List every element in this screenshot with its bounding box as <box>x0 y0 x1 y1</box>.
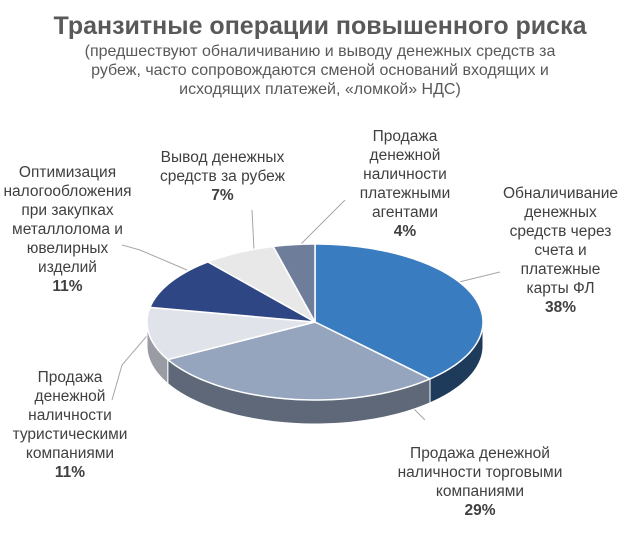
pie-slice-5 <box>272 243 316 323</box>
pie-slice-3 <box>148 261 316 323</box>
slice-label-5: Продажа денежной наличности платежными а… <box>350 127 460 241</box>
slice-label-pct: 11% <box>54 464 86 481</box>
leader-line-4 <box>251 209 255 251</box>
slice-label-text: Оптимизация налогообложения при закупках… <box>3 164 132 276</box>
pie-slice-2 <box>146 306 316 361</box>
slice-label-pct: 7% <box>211 187 234 204</box>
slice-label-text: Вывод денежных средств за рубеж <box>159 149 285 185</box>
slice-label-text: Обналичивание денежных средств через сче… <box>502 185 619 297</box>
leader-line-3 <box>121 244 188 271</box>
slice-label-text: Продажа денежной наличности торговыми ко… <box>397 445 563 500</box>
slice-label-1: Продажа денежной наличности торговыми ко… <box>385 444 575 520</box>
slice-label-pct: 11% <box>52 278 83 295</box>
slice-label-2: Продажа денежной наличности туристически… <box>10 368 130 482</box>
slice-label-text: Продажа денежной наличности туристически… <box>12 369 128 462</box>
leader-line-0 <box>454 271 501 284</box>
slice-label-3: Оптимизация налогообложения при закупках… <box>0 163 135 296</box>
chart-title: Транзитные операции повышенного риска <box>53 12 587 40</box>
slice-label-pct: 29% <box>464 502 496 519</box>
slice-label-pct: 38% <box>544 299 577 316</box>
slice-label-text: Продажа денежной наличности платежными а… <box>359 128 451 221</box>
pie-slice-1 <box>166 321 432 401</box>
slice-label-pct: 4% <box>393 223 417 240</box>
pie-slice-4 <box>206 245 317 324</box>
slice-label-4: Вывод денежных средств за рубеж 7% <box>150 148 295 205</box>
slice-label-0: Обналичивание денежных средств через сче… <box>488 184 633 317</box>
leader-line-2 <box>111 329 153 401</box>
pie-slice-0 <box>314 243 484 380</box>
chart-subtitle: (предшествуют обналичиванию и выводу ден… <box>84 43 556 98</box>
leader-line-5 <box>299 199 346 246</box>
